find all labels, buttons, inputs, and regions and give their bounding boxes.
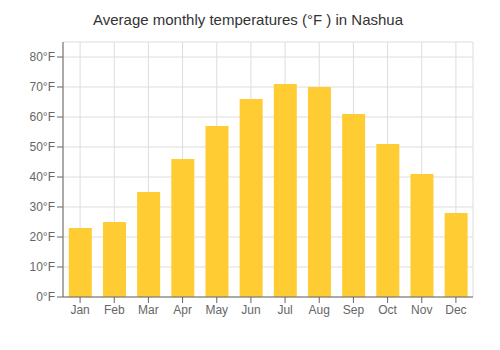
- svg-text:May: May: [205, 303, 228, 317]
- svg-text:Jan: Jan: [70, 303, 89, 317]
- svg-text:Jun: Jun: [241, 303, 260, 317]
- html-text:Average monthly temperatures (: Average monthly temperatures (°F ) in Na…: [93, 11, 403, 28]
- svg-text:80°F: 80°F: [30, 50, 55, 64]
- svg-text:Feb: Feb: [104, 303, 125, 317]
- svg-text:70°F: 70°F: [30, 80, 55, 94]
- svg-text:0°F: 0°F: [36, 290, 55, 304]
- svg-text:Dec: Dec: [445, 303, 466, 317]
- svg-text:Jul: Jul: [277, 303, 292, 317]
- svg-text:30°F: 30°F: [30, 200, 55, 214]
- svg-text:20°F: 20°F: [30, 230, 55, 244]
- svg-text:10°F: 10°F: [30, 260, 55, 274]
- svg-text:40°F: 40°F: [30, 170, 55, 184]
- svg-text:Nov: Nov: [411, 303, 432, 317]
- svg-text:60°F: 60°F: [30, 110, 55, 124]
- svg-text:Aug: Aug: [309, 303, 330, 317]
- svg-text:Mar: Mar: [138, 303, 159, 317]
- svg-text:Oct: Oct: [378, 303, 397, 317]
- svg-text:Sep: Sep: [343, 303, 365, 317]
- svg-text:Apr: Apr: [173, 303, 192, 317]
- svg-text:50°F: 50°F: [30, 140, 55, 154]
